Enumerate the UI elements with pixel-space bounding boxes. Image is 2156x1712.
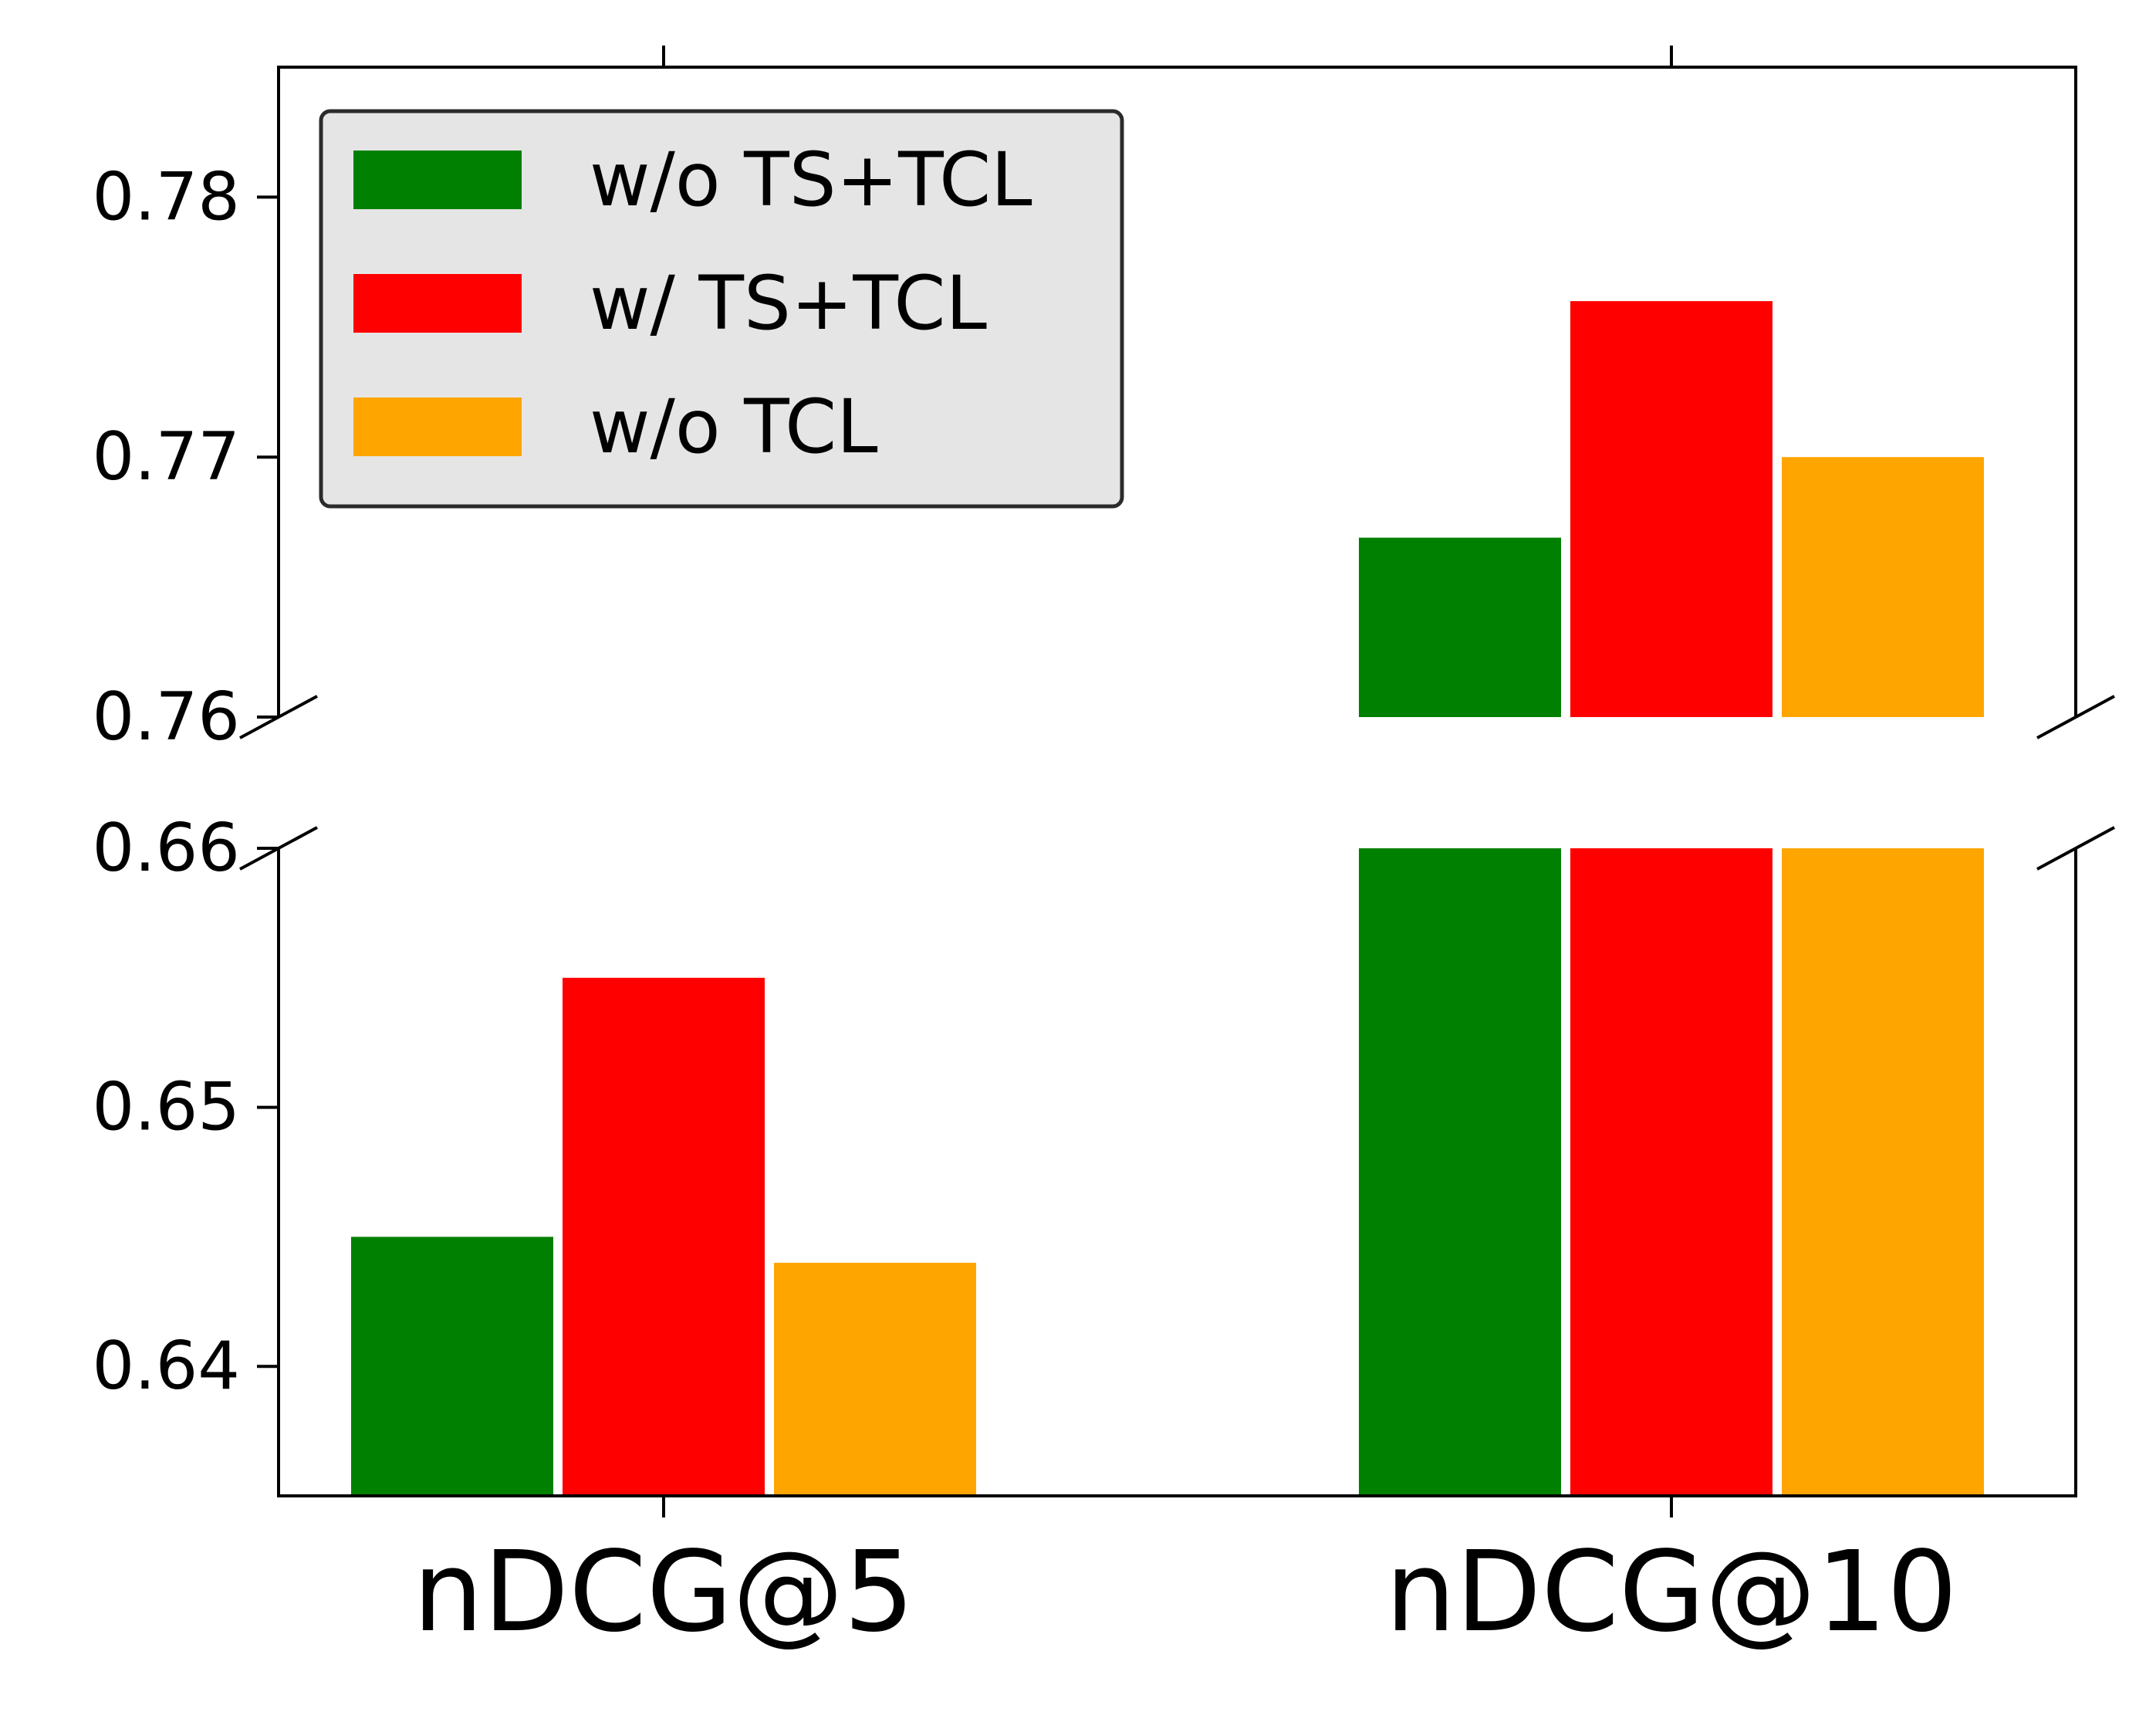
x-tick-label: nDCG@5 <box>413 1527 914 1656</box>
bar-upper-nDCG@10-w/ TS+TCL <box>1570 301 1772 717</box>
legend: w/o TS+TCL w/ TS+TCL w/o TCL <box>319 109 1124 509</box>
x-tick-label: nDCG@10 <box>1385 1527 1958 1656</box>
bar-lower-nDCG@10-w/ TS+TCL <box>1570 848 1772 1496</box>
legend-swatch <box>353 274 522 333</box>
axis-break-mark <box>2036 826 2115 871</box>
y-tick-label-lower: 0.66 <box>93 810 240 887</box>
lower-panel-bars <box>351 848 1984 1496</box>
bar-lower-nDCG@10-w/o TS+TCL <box>1359 848 1561 1496</box>
bar-upper-nDCG@10-w/o TS+TCL <box>1359 537 1561 717</box>
bar-upper-nDCG@10-w/o TCL <box>1782 457 1984 717</box>
lower-panel-frame <box>277 848 2077 1497</box>
legend-label: w/o TCL <box>590 384 878 470</box>
y-tick-label-upper: 0.77 <box>93 418 240 496</box>
upper-panel-frame <box>277 66 2077 717</box>
legend-swatch <box>353 398 522 456</box>
legend-swatch <box>353 151 522 209</box>
y-tick-label-upper: 0.78 <box>93 158 240 235</box>
bar-lower-nDCG@5-w/o TCL <box>774 1262 976 1496</box>
bar-lower-nDCG@10-w/o TCL <box>1782 848 1984 1496</box>
y-tick-label-lower: 0.64 <box>93 1328 240 1405</box>
upper-panel-bars <box>1359 301 1984 717</box>
legend-label: w/o TS+TCL <box>590 137 1032 223</box>
legend-label: w/ TS+TCL <box>590 260 987 347</box>
bar-lower-nDCG@5-w/ TS+TCL <box>563 977 765 1496</box>
ticks: 0.76 0.77 0.78 0.64 0.65 0.66 nDCG@5 nDCG@10 <box>93 46 1958 1656</box>
y-tick-label-upper: 0.76 <box>93 678 240 756</box>
y-tick-label-lower: 0.65 <box>93 1069 240 1146</box>
axis-break-mark <box>2036 695 2115 739</box>
bar-lower-nDCG@5-w/o TS+TCL <box>351 1237 553 1496</box>
